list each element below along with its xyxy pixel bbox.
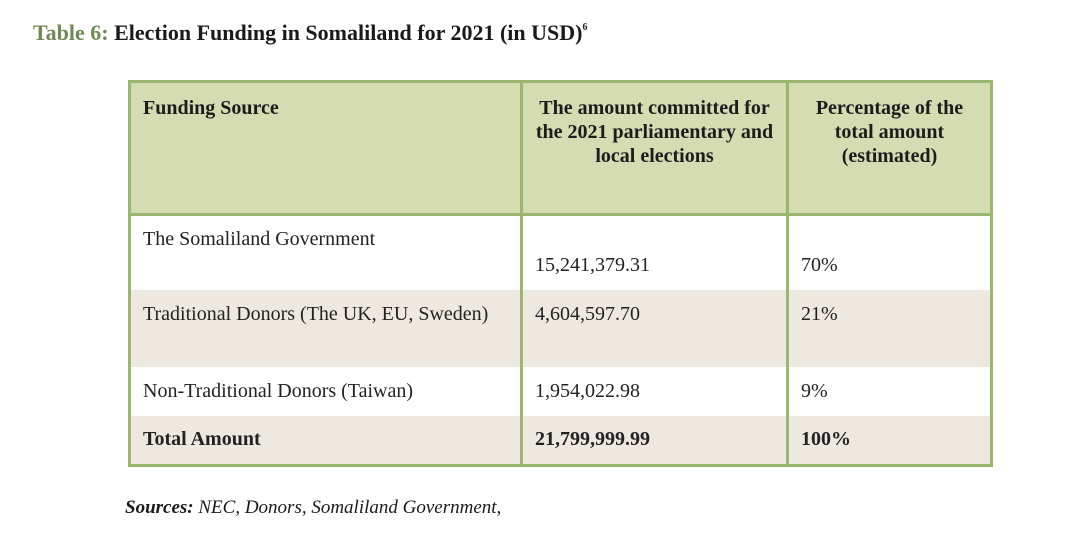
cell-funding-source: The Somaliland Government <box>128 214 523 290</box>
cell-amount: 4,604,597.70 <box>520 289 789 367</box>
cell-percentage: 70% <box>786 214 993 290</box>
table-header-row: Funding Source The amount committed for … <box>128 81 993 216</box>
table-title: Election Funding in Somaliland for 2021 … <box>114 20 583 45</box>
table-row: Non-Traditional Donors (Taiwan) 1,954,02… <box>128 366 993 416</box>
sources-text: NEC, Donors, Somaliland Government, <box>198 497 502 518</box>
cell-total-label: Total Amount <box>128 415 523 466</box>
cell-total-percentage: 100% <box>786 415 993 466</box>
sources-note: Sources: NEC, Donors, Somaliland Governm… <box>125 497 501 519</box>
cell-funding-source: Non-Traditional Donors (Taiwan) <box>128 366 523 416</box>
cell-amount: 15,241,379.31 <box>520 214 789 290</box>
table-row: Traditional Donors (The UK, EU, Sweden) … <box>128 289 993 367</box>
header-funding-source: Funding Source <box>128 81 523 216</box>
footnote-marker: 6 <box>582 21 588 33</box>
cell-amount: 1,954,022.98 <box>520 366 789 416</box>
table-number: Table 6: <box>33 20 109 45</box>
table-row: The Somaliland Government 15,241,379.31 … <box>128 214 993 290</box>
table-total-row: Total Amount 21,799,999.99 100% <box>128 415 993 466</box>
header-percentage: Percentage of the total amount (estimate… <box>786 81 993 216</box>
cell-percentage: 21% <box>786 289 993 367</box>
cell-total-amount: 21,799,999.99 <box>520 415 789 466</box>
cell-funding-source: Traditional Donors (The UK, EU, Sweden) <box>128 289 523 367</box>
funding-table: Funding Source The amount committed for … <box>128 80 993 467</box>
header-amount-committed: The amount committed for the 2021 parlia… <box>520 81 789 216</box>
table-caption: Table 6: Election Funding in Somaliland … <box>33 20 588 46</box>
cell-percentage: 9% <box>786 366 993 416</box>
sources-label: Sources: <box>125 497 194 518</box>
